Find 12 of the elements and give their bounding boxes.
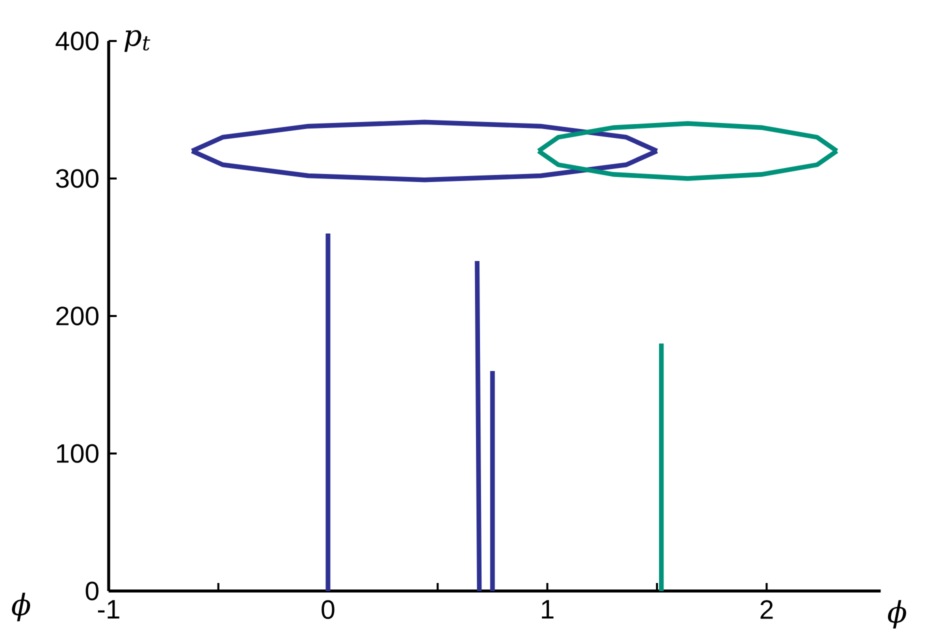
x-tick-label: 0	[322, 600, 334, 620]
x-tick-label: 1	[542, 600, 554, 618]
y-tick-label: 400	[56, 32, 98, 50]
x-tick-label: 2	[760, 600, 773, 619]
x-tick-label: -1	[98, 600, 120, 618]
y-tick-label: 300	[56, 169, 98, 188]
y-tick-label: 200	[56, 306, 98, 326]
x-axis-title: ϕ	[888, 600, 906, 629]
text: ϕ	[12, 592, 30, 622]
y-axis-title: p$_{t}$	[124, 30, 150, 52]
y-tick-label: 100	[57, 444, 98, 463]
y-tick-label: 0	[86, 582, 98, 600]
